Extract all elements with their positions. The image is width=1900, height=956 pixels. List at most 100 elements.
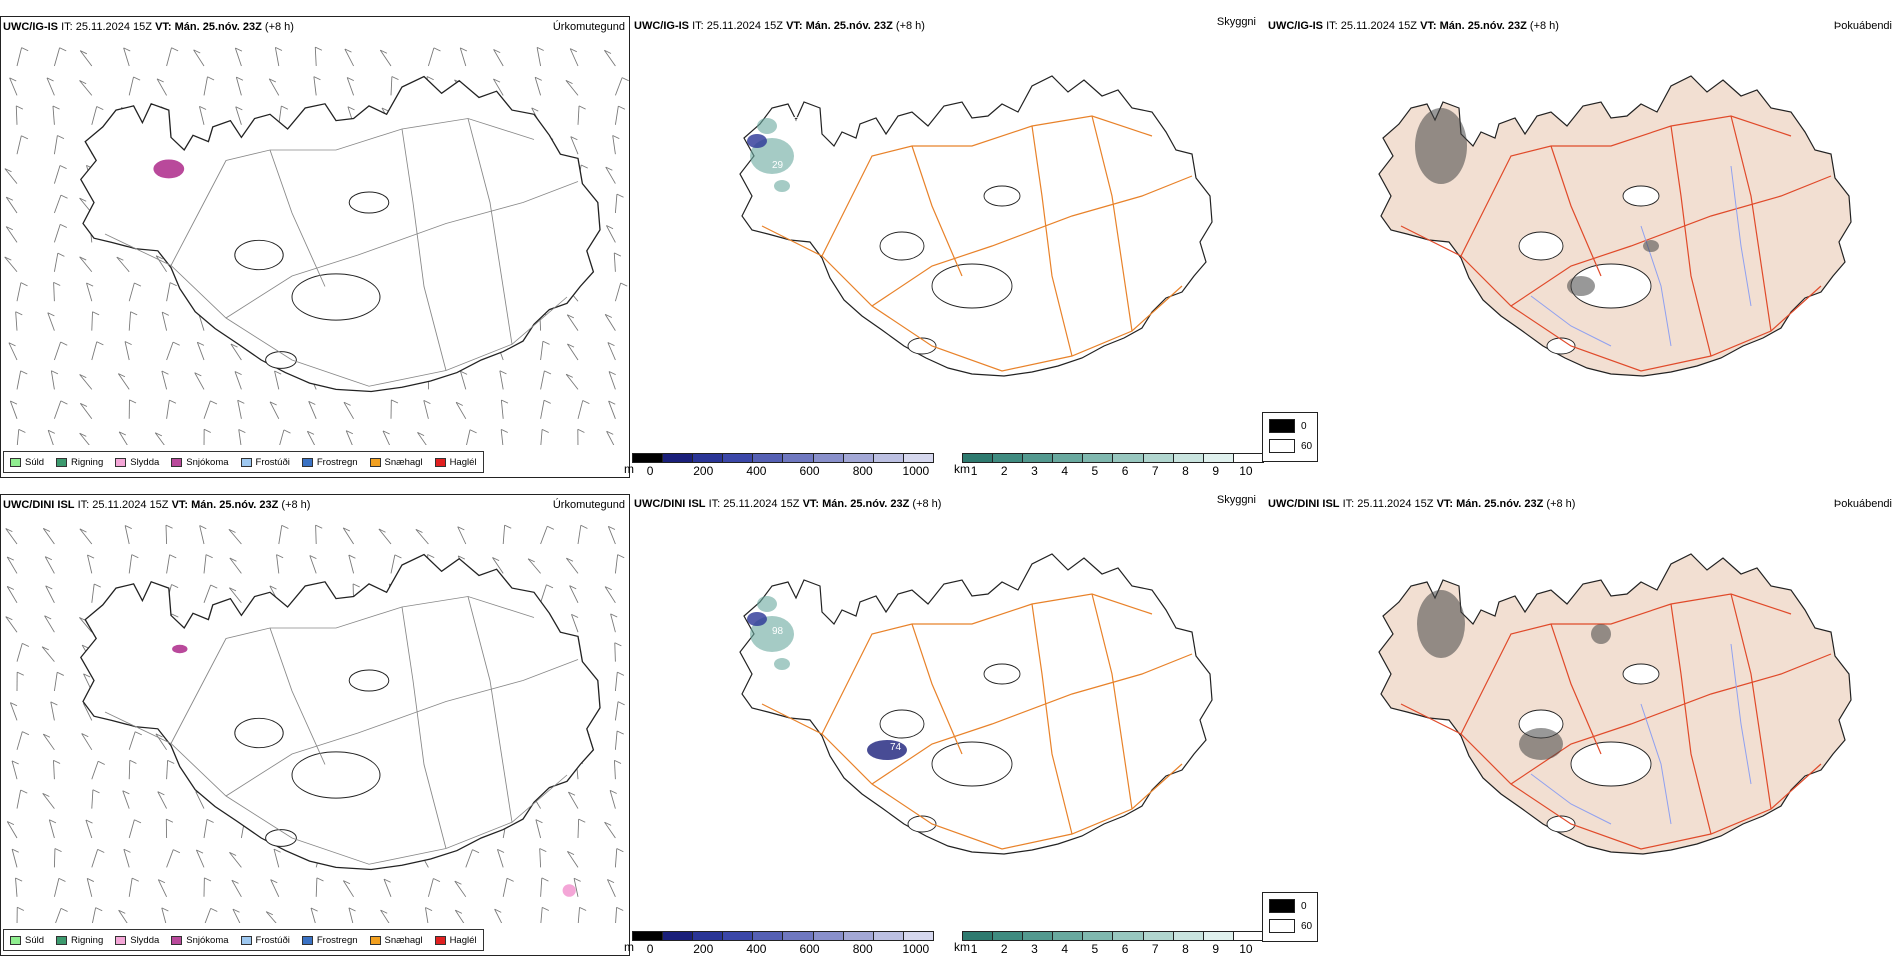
colorbar-tick: 2 bbox=[1001, 464, 1008, 478]
wind-barb bbox=[578, 106, 579, 125]
wind-barb-feather bbox=[434, 48, 441, 51]
wind-barb-feather bbox=[204, 878, 211, 881]
colorbar-bin bbox=[1144, 454, 1174, 462]
wind-barb-feather bbox=[93, 312, 100, 315]
colorbar-bin bbox=[753, 932, 783, 940]
fog-key-swatch bbox=[1269, 439, 1295, 453]
glacier-outline bbox=[1571, 742, 1651, 786]
colorbar-bin bbox=[904, 454, 933, 462]
map-layer bbox=[5, 47, 629, 445]
legend-label: Rigning bbox=[71, 935, 103, 946]
wind-barb-feather bbox=[617, 849, 624, 852]
colorbar-bin bbox=[663, 454, 693, 462]
colorbar-tick: 400 bbox=[746, 942, 766, 956]
wind-barb bbox=[578, 819, 579, 838]
wind-barb-feather bbox=[275, 47, 282, 50]
wind-barb bbox=[80, 433, 92, 445]
wind-barb bbox=[17, 48, 22, 66]
colorbar-tick: 9 bbox=[1212, 464, 1219, 478]
wind-barb bbox=[541, 400, 545, 419]
wind-barb-feather bbox=[51, 702, 58, 705]
fog-key-row: 60 bbox=[1269, 439, 1317, 453]
wind-barb bbox=[578, 907, 580, 923]
wind-barb bbox=[541, 878, 542, 897]
wind-barb bbox=[541, 371, 545, 390]
wind-barb-feather bbox=[134, 77, 141, 80]
wind-barb-feather bbox=[547, 526, 554, 529]
wind-barb-feather bbox=[19, 429, 26, 432]
wind-barb bbox=[92, 790, 93, 809]
colorbar-bin bbox=[904, 932, 933, 940]
legend-label: Súld bbox=[25, 457, 44, 468]
wind-barb bbox=[17, 429, 19, 445]
colorbar-tick: 200 bbox=[693, 464, 713, 478]
wind-barb bbox=[158, 880, 166, 897]
wind-barb bbox=[51, 371, 54, 390]
colorbar-tick: 800 bbox=[853, 464, 873, 478]
iceland-outline bbox=[81, 77, 600, 392]
wind-barb-feather bbox=[392, 77, 399, 80]
wind-barb bbox=[167, 48, 172, 66]
legend-label: Slydda bbox=[130, 935, 159, 946]
colorbar-tick: 9 bbox=[1212, 942, 1219, 956]
panel-header: UWC/IG-IS IT: 25.11.2024 15Z VT: Mán. 25… bbox=[634, 20, 925, 32]
wind-barb-feather bbox=[578, 429, 585, 432]
colorbar-bin bbox=[1023, 454, 1053, 462]
wind-barb bbox=[54, 224, 60, 242]
wind-barb-feather bbox=[132, 555, 139, 558]
wind-barb bbox=[17, 790, 21, 809]
legend-swatch bbox=[435, 936, 446, 945]
wind-barb-feather bbox=[317, 878, 324, 881]
visibility-panel-row1: UWC/IG-IS IT: 25.11.2024 15Z VT: Mán. 25… bbox=[632, 16, 1262, 478]
wind-barb bbox=[239, 429, 242, 445]
wind-barb-feather bbox=[428, 555, 435, 558]
wind-barb-feather bbox=[22, 643, 29, 646]
colorbar-tick: 7 bbox=[1152, 464, 1159, 478]
precip-type-map bbox=[1, 35, 629, 445]
wind-barb bbox=[615, 731, 617, 750]
colorbar-unit: km bbox=[954, 940, 970, 954]
wind-barb bbox=[541, 429, 543, 445]
wind-barb bbox=[204, 819, 207, 838]
wind-barb bbox=[167, 760, 168, 779]
wind-barb-feather bbox=[53, 760, 60, 763]
wind-barb bbox=[5, 257, 17, 272]
wind-barb bbox=[229, 529, 241, 544]
colorbar-tick: 4 bbox=[1061, 464, 1068, 478]
wind-barb-feather bbox=[391, 400, 398, 403]
colorbar-tick: 1000 bbox=[903, 942, 930, 956]
colorbar-bin bbox=[723, 454, 753, 462]
wind-barb-feather bbox=[130, 760, 137, 763]
colorbar-tick: 0 bbox=[647, 942, 654, 956]
wind-barb-feather bbox=[21, 790, 28, 793]
wind-barb bbox=[54, 849, 55, 868]
wind-barb bbox=[607, 880, 615, 897]
wind-barb-feather bbox=[581, 165, 588, 168]
wind-barb bbox=[167, 850, 174, 868]
wind-barb bbox=[92, 312, 93, 331]
colorbar-bin bbox=[874, 932, 904, 940]
colorbar-bin bbox=[814, 454, 844, 462]
wind-barb-feather bbox=[581, 525, 588, 528]
wind-barb-feather bbox=[172, 48, 179, 51]
legend-label: Haglél bbox=[450, 457, 477, 468]
wind-barb-feather bbox=[60, 165, 67, 168]
wind-barb bbox=[204, 555, 206, 574]
wind-barb bbox=[271, 880, 279, 897]
iceland-outline bbox=[740, 76, 1212, 376]
wind-barb bbox=[615, 78, 622, 96]
wind-barb bbox=[162, 312, 166, 330]
wind-barb bbox=[204, 401, 210, 419]
wind-barb-feather bbox=[97, 342, 104, 345]
wind-barb-feather bbox=[277, 555, 284, 558]
colorbar-tick: 200 bbox=[693, 942, 713, 956]
colorbar-tick: 5 bbox=[1092, 942, 1099, 956]
fog-patch bbox=[1643, 240, 1659, 252]
wind-barb bbox=[54, 195, 61, 213]
wind-barb bbox=[614, 760, 615, 779]
colorbar-bin bbox=[1174, 454, 1204, 462]
wind-barb-feather bbox=[211, 585, 218, 588]
wind-barb bbox=[49, 820, 54, 838]
